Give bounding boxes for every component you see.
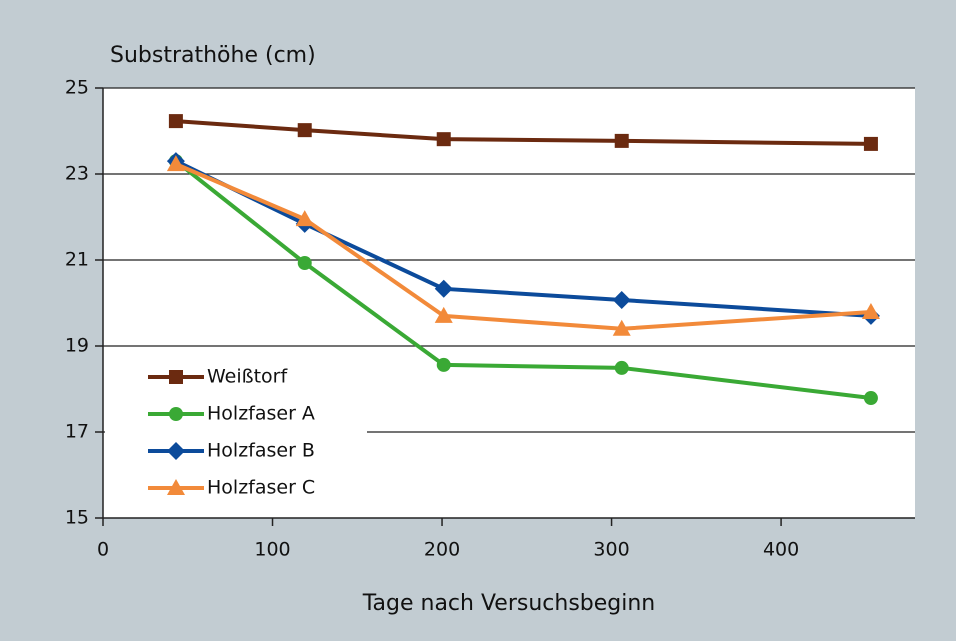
- marker: [863, 391, 878, 406]
- marker: [169, 370, 183, 384]
- marker: [297, 123, 312, 138]
- x-tick-label: 400: [763, 539, 799, 561]
- marker: [614, 360, 629, 375]
- legend-label: Holzfaser A: [207, 403, 315, 425]
- x-tick-label: 200: [424, 539, 460, 561]
- x-tick-label: 300: [593, 539, 629, 561]
- legend-label: Holzfaser B: [207, 440, 315, 462]
- marker: [436, 132, 451, 147]
- y-tick-label: 25: [65, 77, 89, 99]
- marker: [434, 306, 453, 323]
- legend-label: Weißtorf: [207, 366, 288, 388]
- y-tick-label: 17: [65, 421, 89, 443]
- x-tick-label: 0: [97, 539, 109, 561]
- marker: [166, 155, 185, 172]
- marker: [167, 479, 185, 495]
- marker: [863, 136, 878, 151]
- marker: [436, 357, 451, 372]
- y-tick-label: 19: [65, 335, 89, 357]
- y-tick-label: 15: [65, 507, 89, 529]
- marker: [167, 442, 185, 460]
- y-tick-label: 21: [65, 249, 89, 271]
- marker: [612, 319, 631, 336]
- marker: [614, 133, 629, 148]
- marker: [861, 303, 880, 320]
- marker: [297, 256, 312, 271]
- x-axis-title: Tage nach Versuchsbeginn: [362, 591, 656, 616]
- y-tick-label: 23: [65, 163, 89, 185]
- marker: [295, 210, 314, 227]
- marker: [434, 279, 453, 298]
- marker: [169, 407, 183, 421]
- marker: [168, 114, 183, 129]
- legend-label: Holzfaser C: [207, 477, 315, 499]
- marker: [612, 290, 631, 309]
- x-tick-label: 100: [254, 539, 290, 561]
- y-axis-title: Substrathöhe (cm): [110, 43, 316, 68]
